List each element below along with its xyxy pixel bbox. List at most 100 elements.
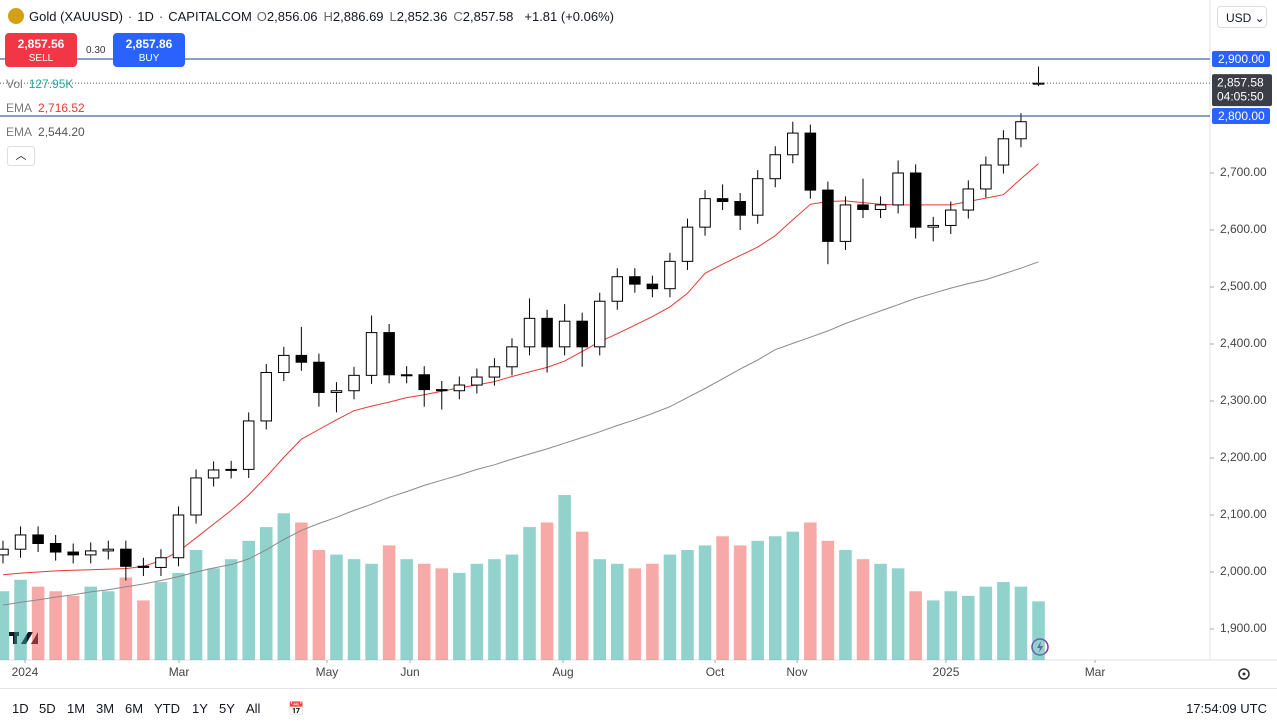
candle-body <box>576 320 588 348</box>
range-button[interactable]: 1Y <box>192 701 208 716</box>
candle-body <box>804 132 817 191</box>
x-tick-label: Mar <box>169 665 190 679</box>
legend-value: 2,716.52 <box>38 101 85 115</box>
sell-button[interactable]: 2,857.56 SELL <box>5 33 77 67</box>
volume-bar <box>821 540 835 660</box>
buy-label: BUY <box>138 53 160 64</box>
source: CAPITALCOM <box>168 8 252 24</box>
volume-bar <box>312 550 326 660</box>
volume-bar <box>751 540 764 660</box>
x-tick-label: 2024 <box>12 665 39 679</box>
candle-body <box>49 542 62 553</box>
volume-bar <box>944 591 958 660</box>
candle-body <box>822 189 834 242</box>
volume-bar <box>786 531 800 660</box>
price-label: 2,857.58 <box>1217 75 1264 89</box>
candle-body <box>278 354 290 373</box>
level-tag <box>1212 50 1270 67</box>
y-tick-label: 2,600.00 <box>1220 222 1267 236</box>
level-label: 2,800.00 <box>1218 109 1265 123</box>
y-tick-label: 2,400.00 <box>1220 336 1267 350</box>
volume-bar <box>400 559 413 660</box>
candle-body <box>909 172 922 228</box>
candle-body <box>120 548 132 567</box>
range-button[interactable]: 3M <box>96 701 115 716</box>
candle-body <box>751 178 764 216</box>
candle-body <box>0 548 9 556</box>
y-tick-label: 2,500.00 <box>1220 279 1267 293</box>
settings-icon[interactable] <box>1238 668 1250 680</box>
candle-body <box>892 172 904 206</box>
candle-body <box>313 361 325 393</box>
volume-bar <box>979 586 993 660</box>
volume-bar <box>84 586 98 660</box>
candle-body <box>1015 121 1027 140</box>
volume-bar <box>224 559 238 660</box>
volume-bar <box>189 550 203 660</box>
volume-bar <box>14 579 27 660</box>
volume-bar <box>891 568 905 660</box>
ohlc-key: O <box>256 8 267 24</box>
buy-price: 2,857.86 <box>125 37 173 51</box>
sell-label: SELL <box>28 53 54 64</box>
volume-bar <box>540 522 554 660</box>
candle-body <box>611 276 624 302</box>
legend-name: Vol <box>6 77 23 91</box>
candle-body <box>716 198 729 202</box>
candle-body <box>67 551 79 556</box>
range-button[interactable]: 1M <box>67 701 86 716</box>
ohlc-value: 2,852.36 <box>396 8 448 24</box>
range-button[interactable]: 1D <box>12 701 29 716</box>
candle-body <box>734 200 746 216</box>
candle-body <box>997 138 1010 166</box>
separator: · <box>127 8 133 24</box>
volume-bar <box>628 568 642 660</box>
candle-body <box>664 260 676 290</box>
volume-bar <box>1032 601 1045 660</box>
candle-body <box>962 188 975 211</box>
volume-bar <box>119 577 133 660</box>
volume-bar <box>997 582 1010 660</box>
range-button[interactable]: 6M <box>125 701 144 716</box>
level-label: 2,900.00 <box>1218 52 1265 66</box>
candle-body <box>593 300 606 348</box>
volume-legend[interactable]: Vol 127.95K <box>6 77 73 91</box>
volume-bar <box>733 545 747 660</box>
symbol-header: Gold (XAUUSD) · 1D · CAPITALCOM O2,856.0… <box>8 8 614 24</box>
x-tick-label: Jun <box>400 665 419 679</box>
buy-button[interactable]: 2,857.86 BUY <box>113 33 185 67</box>
y-tick-label: 2,200.00 <box>1220 450 1267 464</box>
currency-select[interactable]: USD ⌄ <box>1217 6 1267 28</box>
candle-body <box>839 204 852 242</box>
candle-body <box>699 198 711 228</box>
volume-bar <box>856 559 870 660</box>
ema-legend[interactable]: EMA 2,544.20 <box>6 125 85 139</box>
range-button[interactable]: 5Y <box>219 701 235 716</box>
volume-bar <box>137 600 150 660</box>
date-range-icon[interactable]: 📅 <box>288 701 305 716</box>
volume-bar <box>277 513 291 660</box>
ema-legend[interactable]: EMA 2,716.52 <box>6 101 85 115</box>
symbol[interactable]: Gold (XAUUSD) <box>29 8 123 24</box>
volume-bar <box>102 591 115 660</box>
candle-body <box>172 514 185 559</box>
volume-bar <box>49 591 62 660</box>
range-button[interactable]: 5D <box>39 701 56 716</box>
ema-line <box>2 163 1039 576</box>
volume-bar <box>207 568 220 660</box>
spread: 0.30 <box>86 45 106 56</box>
collapse-button[interactable]: ︿ <box>7 146 35 166</box>
volume-bar <box>365 563 378 660</box>
range-button[interactable]: YTD <box>154 701 180 716</box>
interval[interactable]: 1D <box>137 8 154 24</box>
ohlc-value: 2,857.58 <box>462 8 514 24</box>
level-tag <box>1212 107 1270 124</box>
candle-body <box>541 317 553 348</box>
candle-body <box>453 384 466 392</box>
volume-bar <box>347 559 361 660</box>
candle-body <box>523 317 536 348</box>
range-button[interactable]: All <box>246 701 261 716</box>
x-tick-label: 2025 <box>933 665 960 679</box>
volume-bar <box>593 559 606 660</box>
